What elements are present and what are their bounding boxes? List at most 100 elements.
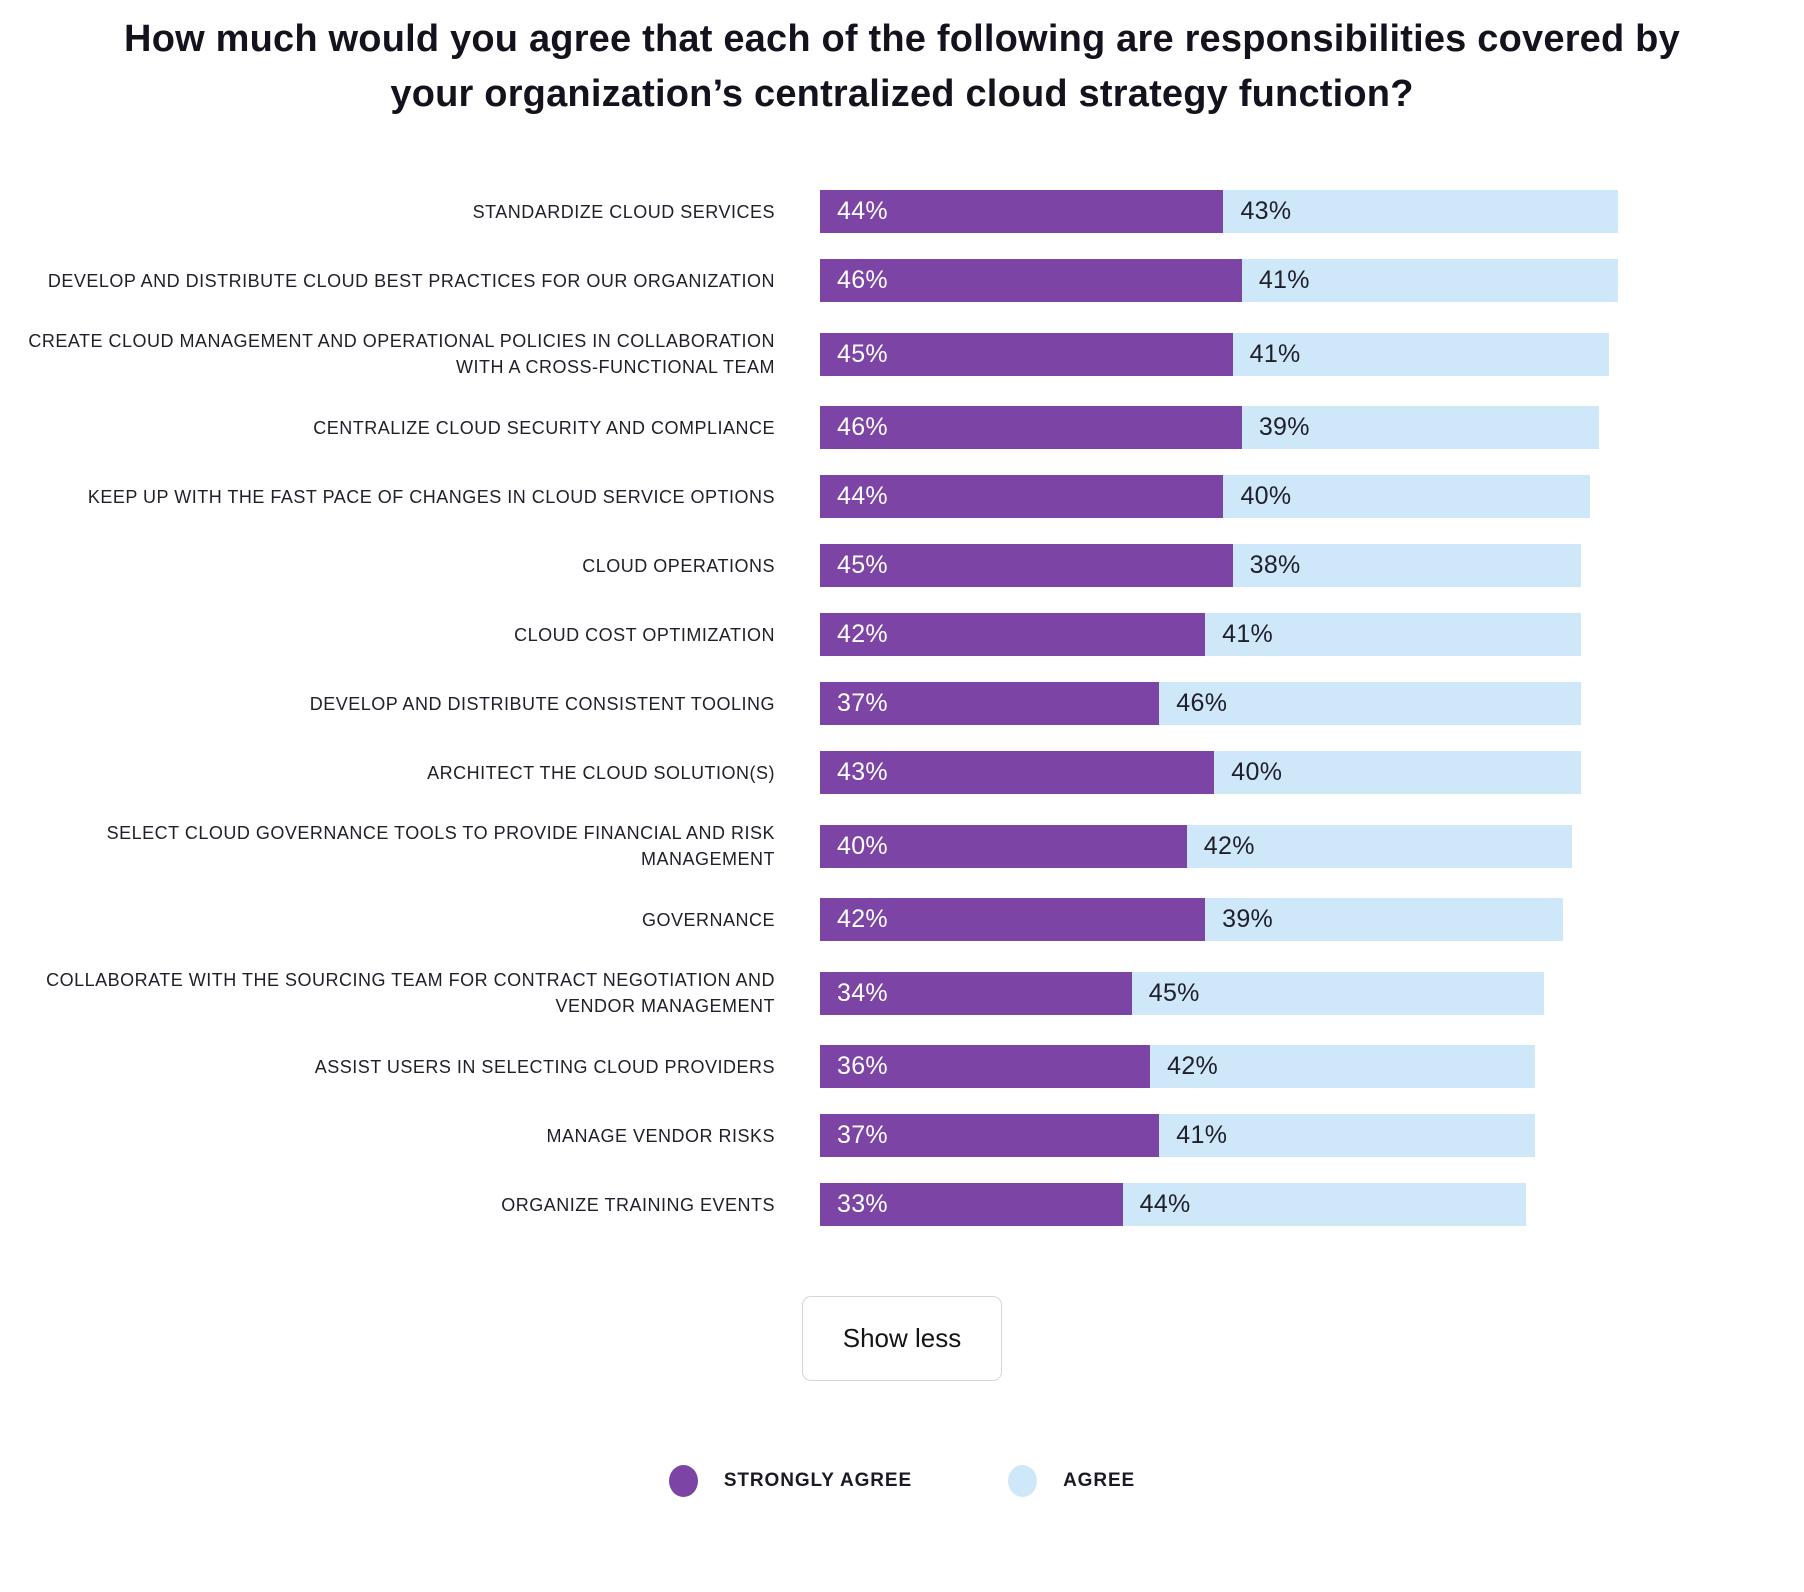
- agree-value-label: 39%: [1258, 413, 1310, 441]
- agree-bar-segment[interactable]: 46%: [1159, 682, 1582, 725]
- strongly-agree-value-label: 45%: [837, 339, 888, 368]
- category-label: GOVERNANCE: [641, 909, 775, 930]
- category-label: ARCHITECT THE CLOUD SOLUTION(S): [427, 762, 775, 783]
- agree-bar-segment[interactable]: 41%: [1205, 613, 1582, 656]
- strongly-agree-bar-segment[interactable]: 33%: [820, 1183, 1123, 1226]
- agree-bar-segment[interactable]: 38%: [1232, 544, 1582, 587]
- bar-track: 46% 41%: [820, 259, 1804, 302]
- category-label: CLOUD COST OPTIMIZATION: [514, 624, 775, 645]
- strongly-agree-value-label: 33%: [837, 1190, 888, 1218]
- legend-label: AGREE: [1063, 1470, 1136, 1491]
- bar-track: 33% 44%: [820, 1183, 1804, 1226]
- agree-value-label: 41%: [1258, 266, 1310, 294]
- agree-value-label: 40%: [1231, 758, 1283, 786]
- strongly-agree-bar-segment[interactable]: 46%: [820, 259, 1242, 302]
- chart-row: MANAGE VENDOR RISKS 37% 41%: [0, 1114, 1804, 1157]
- bar-track: 37% 46%: [820, 682, 1804, 725]
- chart-row: DEVELOP AND DISTRIBUTE CONSISTENT TOOLIN…: [0, 682, 1804, 725]
- agree-bar-segment[interactable]: 39%: [1205, 898, 1563, 941]
- agree-value-label: 42%: [1167, 1052, 1219, 1080]
- category-label: COLLABORATE WITH THE SOURCING TEAM FOR C…: [46, 970, 775, 1016]
- strongly-agree-value-label: 37%: [837, 689, 888, 717]
- agree-value-label: 42%: [1203, 831, 1255, 860]
- strongly-agree-value-label: 34%: [837, 978, 888, 1007]
- agree-bar-segment[interactable]: 41%: [1241, 259, 1618, 302]
- strongly-agree-bar-segment[interactable]: 42%: [820, 613, 1206, 656]
- chart-row: COLLABORATE WITH THE SOURCING TEAM FOR C…: [0, 967, 1804, 1019]
- stacked-bar-chart: STANDARDIZE CLOUD SERVICES 44% 43% DEVELOP …: [0, 190, 1804, 1226]
- strongly-agree-value-label: 44%: [837, 482, 888, 510]
- category-label: MANAGE VENDOR RISKS: [546, 1125, 775, 1146]
- bar-track: 44% 43%: [820, 190, 1804, 233]
- chart-row: CLOUD COST OPTIMIZATION 42% 41%: [0, 613, 1804, 656]
- show-less-button[interactable]: Show less: [802, 1296, 1002, 1381]
- strongly-agree-bar-segment[interactable]: 44%: [820, 190, 1224, 233]
- strongly-agree-value-label: 40%: [837, 831, 888, 860]
- strongly-agree-bar-segment[interactable]: 34%: [820, 971, 1132, 1015]
- chart-legend: STRONGLY AGREE AGREE: [0, 1465, 1804, 1497]
- agree-bar-segment[interactable]: 39%: [1241, 406, 1600, 449]
- strongly-agree-value-label: 42%: [837, 620, 888, 648]
- agree-bar-segment[interactable]: 41%: [1159, 1114, 1536, 1157]
- strongly-agree-value-label: 37%: [837, 1121, 888, 1149]
- bar-track: 42% 41%: [820, 613, 1804, 656]
- agree-value-label: 38%: [1249, 551, 1301, 579]
- bar-track: 43% 40%: [820, 751, 1804, 794]
- bar-track: 36% 42%: [820, 1045, 1804, 1088]
- legend-item-strongly-agree[interactable]: STRONGLY AGREE: [668, 1465, 913, 1497]
- bar-track: 42% 39%: [820, 898, 1804, 941]
- category-label: SELECT CLOUD GOVERNANCE TOOLS TO PROVIDE…: [106, 823, 775, 869]
- strongly-agree-value-label: 43%: [837, 758, 888, 786]
- category-label: CLOUD OPERATIONS: [582, 555, 775, 576]
- strongly-agree-bar-segment[interactable]: 37%: [820, 682, 1160, 725]
- strongly-agree-bar-segment[interactable]: 45%: [820, 544, 1233, 587]
- strongly-agree-bar-segment[interactable]: 37%: [820, 1114, 1160, 1157]
- strongly-agree-bar-segment[interactable]: 42%: [820, 898, 1206, 941]
- agree-value-label: 40%: [1240, 482, 1292, 510]
- agree-bar-segment[interactable]: 40%: [1214, 751, 1582, 794]
- legend-item-agree[interactable]: AGREE: [1008, 1465, 1135, 1497]
- agree-value-label: 41%: [1176, 1121, 1228, 1149]
- agree-value-label: 46%: [1176, 689, 1228, 717]
- chart-row: DEVELOP AND DISTRIBUTE CLOUD BEST PRACTI…: [0, 259, 1804, 302]
- bar-track: 44% 40%: [820, 475, 1804, 518]
- agree-value-label: 45%: [1148, 978, 1200, 1007]
- strongly-agree-value-label: 46%: [837, 413, 888, 441]
- bar-track: 34% 45%: [820, 971, 1804, 1015]
- chart-row: GOVERNANCE 42% 39%: [0, 898, 1804, 941]
- strongly-agree-value-label: 42%: [837, 905, 888, 933]
- bar-track: 45% 41%: [820, 332, 1804, 376]
- agree-bar-segment[interactable]: 43%: [1223, 190, 1618, 233]
- chart-row: CREATE CLOUD MANAGEMENT AND OPERATIONAL …: [0, 328, 1804, 380]
- agree-bar-segment[interactable]: 42%: [1150, 1045, 1536, 1088]
- chart-row: STANDARDIZE CLOUD SERVICES 44% 43%: [0, 190, 1804, 233]
- strongly-agree-value-label: 44%: [837, 197, 888, 225]
- chart-row: SELECT CLOUD GOVERNANCE TOOLS TO PROVIDE…: [0, 820, 1804, 872]
- agree-bar-segment[interactable]: 40%: [1223, 475, 1591, 518]
- legend-label: STRONGLY AGREE: [723, 1470, 913, 1491]
- agree-value-label: 39%: [1222, 905, 1274, 933]
- agree-value-label: 41%: [1249, 339, 1301, 368]
- category-label: KEEP UP WITH THE FAST PACE OF CHANGES IN…: [87, 486, 775, 507]
- legend-swatch-icon: [1008, 1465, 1038, 1497]
- strongly-agree-bar-segment[interactable]: 45%: [820, 332, 1233, 376]
- bar-track: 37% 41%: [820, 1114, 1804, 1157]
- chart-row: ARCHITECT THE CLOUD SOLUTION(S) 43% 40%: [0, 751, 1804, 794]
- agree-bar-segment[interactable]: 41%: [1232, 332, 1609, 376]
- agree-bar-segment[interactable]: 45%: [1131, 971, 1545, 1015]
- category-label: CENTRALIZE CLOUD SECURITY AND COMPLIANCE: [313, 417, 775, 438]
- strongly-agree-bar-segment[interactable]: 46%: [820, 406, 1242, 449]
- chart-row: ORGANIZE TRAINING EVENTS 33% 44%: [0, 1183, 1804, 1226]
- chart-title: How much would you agree that each of th…: [124, 18, 1680, 115]
- button-row: Show less: [0, 1296, 1804, 1381]
- category-label: DEVELOP AND DISTRIBUTE CONSISTENT TOOLIN…: [309, 693, 775, 714]
- strongly-agree-bar-segment[interactable]: 40%: [820, 824, 1187, 868]
- strongly-agree-bar-segment[interactable]: 36%: [820, 1045, 1151, 1088]
- chart-row: KEEP UP WITH THE FAST PACE OF CHANGES IN…: [0, 475, 1804, 518]
- strongly-agree-bar-segment[interactable]: 43%: [820, 751, 1215, 794]
- chart-row: CLOUD OPERATIONS 45% 38%: [0, 544, 1804, 587]
- agree-bar-segment[interactable]: 42%: [1186, 824, 1572, 868]
- agree-bar-segment[interactable]: 44%: [1122, 1183, 1527, 1226]
- strongly-agree-bar-segment[interactable]: 44%: [820, 475, 1224, 518]
